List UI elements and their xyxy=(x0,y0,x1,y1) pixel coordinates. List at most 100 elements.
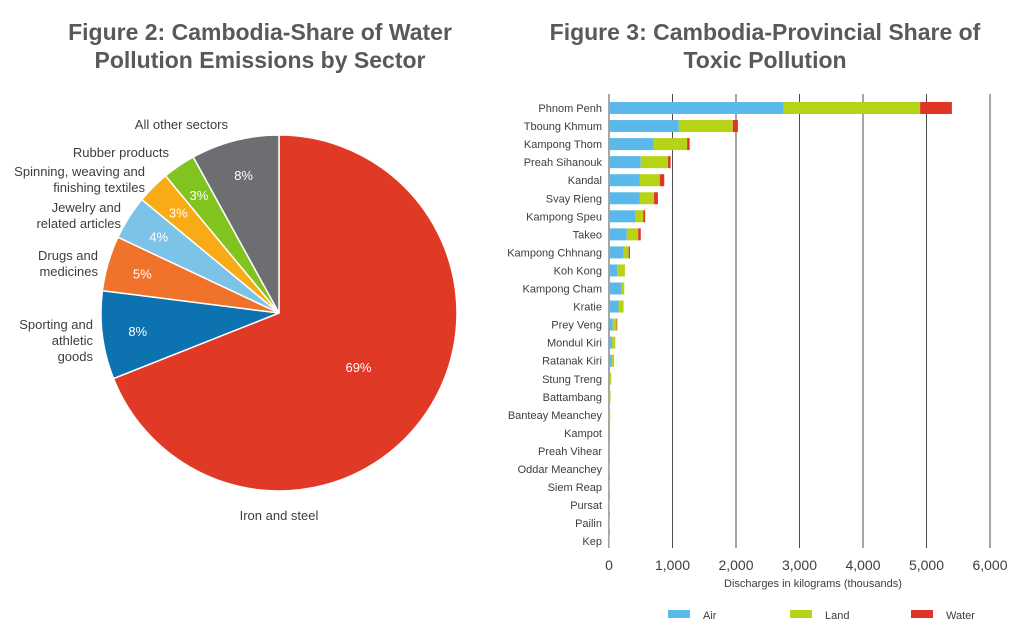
bar-water-svay-rieng xyxy=(654,192,658,205)
bar-land-takeo xyxy=(626,228,639,241)
pie-value-label: 5% xyxy=(133,266,152,281)
bar-air-tboung-khmum xyxy=(609,120,679,133)
legend-label-land: Land xyxy=(825,610,849,622)
bar-land-siem-reap xyxy=(609,481,610,494)
x-tick-label: 6,000 xyxy=(972,557,1007,573)
pie-category-label: Jewelry and related articles xyxy=(36,200,121,231)
category-label-kampong-cham: Kampong Cham xyxy=(523,284,603,296)
category-label-mondul-kiri: Mondul Kiri xyxy=(547,338,602,350)
pie-category-label: All other sectors xyxy=(135,117,229,132)
pie-category-label: Drugs and medicines xyxy=(38,248,98,279)
x-tick-label: 2,000 xyxy=(718,557,753,573)
bar-water-prey-veng xyxy=(616,318,618,331)
bar-air-svay-rieng xyxy=(609,192,640,205)
bar-air-kandal xyxy=(609,174,640,187)
bar-air-kampong-cham xyxy=(609,282,622,295)
category-label-pursat: Pursat xyxy=(570,500,602,512)
bar-land-phnom-penh xyxy=(783,102,921,114)
category-label-koh-kong: Koh Kong xyxy=(554,265,602,277)
bar-air-kampong-chhnang xyxy=(609,246,624,259)
category-label-prey-veng: Prey Veng xyxy=(551,320,602,332)
bar-land-kampong-speu xyxy=(635,210,644,223)
category-label-siem-reap: Siem Reap xyxy=(548,482,602,494)
bar-chart: Phnom Penh Tboung Khmum Kampong Thom Preah … xyxy=(507,94,1008,622)
bar-air-koh-kong xyxy=(609,264,618,277)
category-label-stung-treng: Stung Treng xyxy=(542,374,602,386)
pie-value-label: 4% xyxy=(149,230,168,245)
pie-value-label: 3% xyxy=(169,205,188,220)
bar-land-preah-vihear xyxy=(609,444,610,457)
bar-land-stung-treng xyxy=(609,372,612,385)
bar-air-banteay-meanchey xyxy=(609,408,610,421)
bar-air-mondul-kiri xyxy=(609,336,613,349)
bar-land-mondul-kiri xyxy=(612,336,616,349)
bar-land-tboung-khmum xyxy=(678,120,733,133)
pie-value-label: 8% xyxy=(128,324,147,339)
bar-land-kandal xyxy=(639,174,660,187)
pie-slice-iron-and-steel xyxy=(112,134,458,492)
bar-land-preah-sihanouk xyxy=(640,156,669,169)
category-label-kampot: Kampot xyxy=(564,428,602,440)
bar-land-ratanak-kiri xyxy=(611,354,615,367)
category-label-battambang: Battambang xyxy=(543,392,602,404)
legend-swatch-water xyxy=(911,610,933,618)
category-label-kampong-speu: Kampong Speu xyxy=(526,211,602,223)
bar-land-kratie xyxy=(618,300,624,313)
pie-category-label: Sporting and athletic goods xyxy=(19,317,93,364)
category-label-kampong-thom: Kampong Thom xyxy=(524,139,602,151)
x-tick-label: 1,000 xyxy=(655,557,690,573)
category-label-tboung-khmum: Tboung Khmum xyxy=(524,121,602,133)
bar-air-stung-treng xyxy=(609,372,610,385)
category-label-preah-sihanouk: Preah Sihanouk xyxy=(524,157,603,169)
bar-water-kampong-thom xyxy=(687,138,690,151)
pie-category-label: Spinning, weaving and finishing textiles xyxy=(14,164,145,195)
bar-land-kampong-thom xyxy=(653,138,688,151)
pie-value-label: 3% xyxy=(190,188,209,203)
bar-water-tboung-khmum xyxy=(732,120,738,133)
bar-land-kep xyxy=(609,535,610,548)
bar-air-preah-sihanouk xyxy=(609,156,641,169)
bar-air-kampong-speu xyxy=(609,210,636,223)
category-label-takeo: Takeo xyxy=(573,229,602,241)
bar-water-kampong-chhnang xyxy=(628,246,630,259)
bar-land-banteay-meanchey xyxy=(609,408,611,421)
pie-value-label: 69% xyxy=(345,360,371,375)
category-label-ratanak-kiri: Ratanak Kiri xyxy=(542,356,602,368)
x-axis-label: Discharges in kilograms (thousands) xyxy=(724,578,902,590)
bar-air-phnom-penh xyxy=(609,102,784,114)
pie-value-label: 8% xyxy=(234,168,253,183)
bar-air-kampong-thom xyxy=(609,138,654,151)
category-label-svay-rieng: Svay Rieng xyxy=(546,193,602,205)
bar-air-kratie xyxy=(609,300,619,313)
bar-chart-title: Figure 3: Cambodia-Provincial Share of T… xyxy=(549,19,981,73)
bar-air-battambang xyxy=(609,390,610,403)
category-label-phnom-penh: Phnom Penh xyxy=(538,103,602,115)
bar-land-kampong-chhnang xyxy=(623,246,629,259)
legend-swatch-air xyxy=(668,610,690,618)
category-label-kandal: Kandal xyxy=(568,175,602,187)
bar-water-preah-sihanouk xyxy=(668,156,671,169)
bar-land-kampong-cham xyxy=(621,282,625,295)
bar-land-battambang xyxy=(609,390,611,403)
bar-water-kampong-speu xyxy=(643,210,646,223)
legend-label-water: Water xyxy=(946,610,975,622)
pie-slice-all-other-sectors xyxy=(192,134,280,314)
bar-water-kandal xyxy=(659,174,665,187)
pie-category-label: Iron and steel xyxy=(240,508,319,523)
x-tick-label: 3,000 xyxy=(782,557,817,573)
category-label-kep: Kep xyxy=(582,536,602,548)
pie-category-label: Rubber products xyxy=(73,145,170,160)
bar-land-svay-rieng xyxy=(639,192,655,205)
pie-slice-sporting-and-athletic-goods xyxy=(100,289,280,380)
bar-air-ratanak-kiri xyxy=(609,354,612,367)
x-tick-label: 5,000 xyxy=(909,557,944,573)
legend-swatch-land xyxy=(790,610,812,618)
pie-chart-title: Figure 2: Cambodia-Share of Water Pollut… xyxy=(68,19,452,73)
category-label-pailin: Pailin xyxy=(575,518,602,530)
category-label-kratie: Kratie xyxy=(573,302,602,314)
bar-air-prey-veng xyxy=(609,318,613,331)
bar-air-preah-vihear xyxy=(609,444,610,457)
category-label-kampong-chhnang: Kampong Chhnang xyxy=(507,247,602,259)
